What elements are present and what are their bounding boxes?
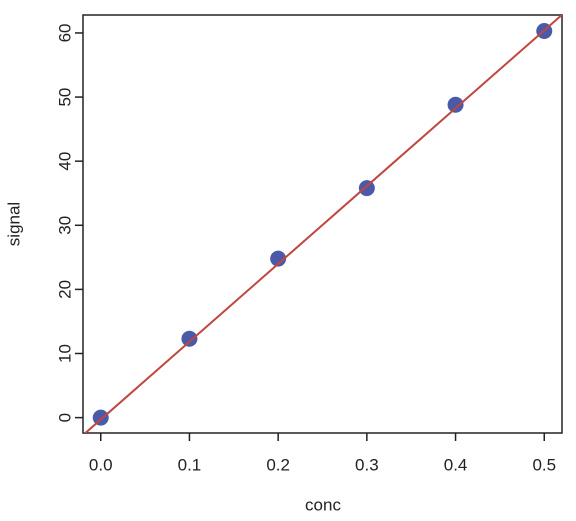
x-axis-label: conc: [305, 495, 341, 514]
x-tick-label: 0.0: [89, 455, 113, 474]
x-tick-label: 0.4: [444, 455, 468, 474]
x-tick-label: 0.2: [266, 455, 290, 474]
x-tick-label: 0.3: [355, 455, 379, 474]
point: [181, 330, 198, 347]
y-tick-label: 50: [55, 88, 74, 107]
plot-frame: [82, 14, 563, 434]
y-tick-label: 20: [55, 280, 74, 299]
y-tick-label: 30: [55, 216, 74, 235]
point: [92, 409, 109, 426]
y-tick-label: 60: [55, 23, 74, 42]
plot-area: [83, 15, 562, 433]
y-tick-label: 0: [55, 413, 74, 422]
point: [358, 180, 375, 197]
point: [447, 96, 464, 113]
x-tick-label: 0.5: [532, 455, 556, 474]
y-tick-label: 10: [55, 344, 74, 363]
y-axis-label: signal: [4, 202, 23, 246]
fit-line: [83, 15, 562, 433]
y-tick-label: 40: [55, 152, 74, 171]
x-tick-label: 0.1: [178, 455, 202, 474]
point: [270, 250, 287, 267]
